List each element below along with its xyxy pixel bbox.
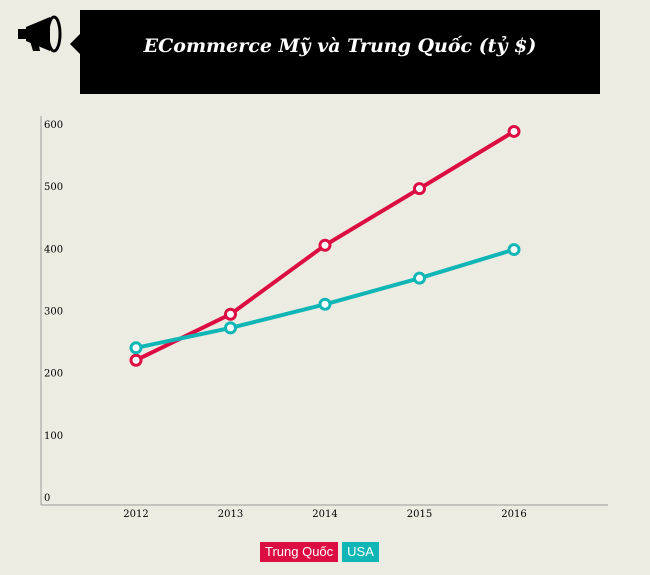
data-point-usa (129, 341, 143, 355)
data-point-trung-quoc (507, 124, 521, 138)
x-tick-label: 2014 (312, 509, 337, 520)
data-point-trung-quoc (224, 307, 237, 321)
y-tick-label: 500 (44, 182, 63, 193)
y-tick-label: 0 (44, 493, 50, 504)
x-tick-label: 2012 (123, 509, 148, 520)
y-tick-label: 300 (44, 307, 63, 318)
y-tick-label: 200 (44, 369, 63, 380)
data-point-trung-quoc (318, 238, 332, 252)
data-point-usa (507, 243, 521, 257)
y-tick-label: 600 (44, 120, 63, 131)
title-banner: ECommerce Mỹ và Trung Quốc (tỷ $) (70, 10, 600, 94)
megaphone-icon (18, 15, 62, 53)
legend-item-trung-quoc: Trung Quốc (260, 542, 339, 562)
data-point-usa (318, 297, 332, 311)
x-tick-label: 2013 (218, 509, 243, 520)
y-tick-label: 400 (44, 244, 63, 255)
legend: Trung Quốc USA (260, 542, 379, 562)
data-point-usa (413, 271, 426, 285)
legend-item-usa: USA (342, 542, 379, 562)
y-tick-label: 100 (44, 431, 63, 442)
x-tick-label: 2016 (501, 509, 526, 520)
data-point-usa (224, 321, 237, 335)
data-point-trung-quoc (413, 182, 426, 196)
data-point-trung-quoc (129, 353, 143, 367)
x-tick-label: 2015 (407, 509, 432, 520)
chart-title: ECommerce Mỹ và Trung Quốc (tỷ $) (143, 35, 537, 57)
